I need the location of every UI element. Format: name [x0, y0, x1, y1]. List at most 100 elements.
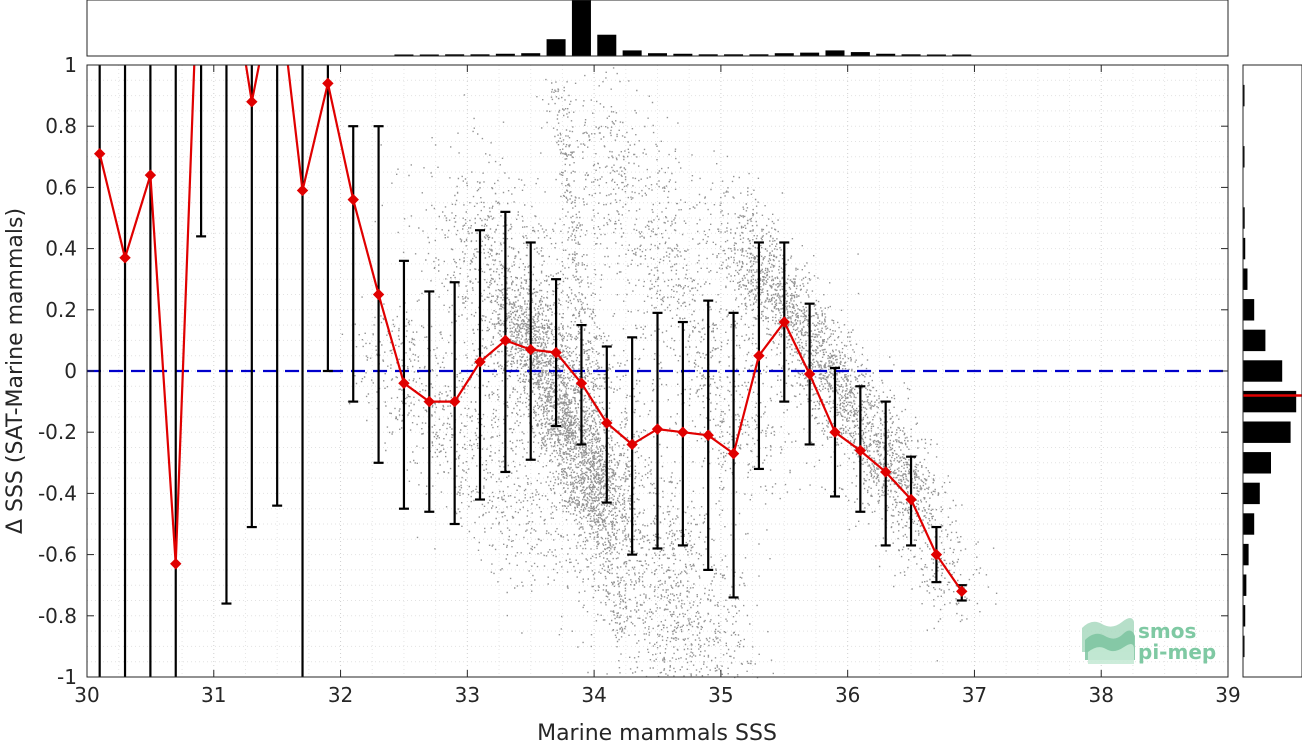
right-histogram-bar [1243, 84, 1245, 107]
top-histogram-bar [850, 52, 870, 56]
mean-marker [423, 395, 436, 408]
top-histogram-bar [876, 53, 896, 56]
mean-marker [753, 349, 765, 362]
right-histogram-bar [1243, 207, 1245, 229]
top-histogram-bar [521, 53, 541, 56]
mean-marker [905, 493, 917, 506]
top-histogram-bar [394, 54, 414, 56]
top-histogram-bar [470, 54, 490, 56]
top-histogram-bar [622, 50, 642, 56]
y-tick-label: 0 [64, 359, 77, 383]
y-axis-ticks: -1 -0.8 -0.6 -0.4 -0.2 0 0.2 0.4 0.6 0.8 1 [38, 53, 1228, 689]
mean-marker [727, 447, 740, 460]
right-histogram [1242, 64, 1302, 678]
top-histogram-bar [495, 53, 515, 56]
y-tick-label: 0.2 [45, 298, 77, 322]
right-histogram-bar [1243, 390, 1297, 413]
mean-marker [119, 252, 131, 264]
logo-pimep-text: pi-mep [1138, 640, 1216, 664]
top-histogram-bar [724, 54, 744, 56]
mean-marker [170, 558, 182, 570]
top-histogram-bar [825, 50, 845, 56]
smos-pimep-logo: smos pi-mep [1082, 618, 1216, 664]
right-histogram-bar [1243, 635, 1245, 658]
right-histogram-bar [1243, 146, 1245, 168]
x-tick-label: 30 [74, 683, 99, 707]
mean-marker [626, 438, 638, 451]
x-tick-label: 33 [455, 683, 480, 707]
top-histogram-bar [445, 54, 465, 56]
mean-marker [347, 193, 359, 206]
top-histogram-bar [774, 53, 794, 56]
mean-marker [930, 548, 943, 561]
mean-marker [550, 346, 562, 359]
logo-waves-icon [1082, 618, 1135, 664]
mean-marker [677, 426, 689, 438]
mean-marker [956, 585, 968, 598]
top-histogram-bar [673, 53, 693, 56]
top-histogram-bar [571, 0, 591, 56]
y-tick-label: -0.4 [38, 481, 77, 505]
mean-marker [879, 466, 892, 478]
x-tick-label: 31 [201, 683, 226, 707]
y-tick-label: 0.6 [45, 175, 77, 199]
x-tick-label: 39 [1215, 683, 1240, 707]
mean-marker [829, 426, 841, 438]
y-tick-label: -0.2 [38, 420, 77, 444]
mean-marker [778, 316, 790, 328]
top-histogram-bar [926, 54, 946, 56]
right-histogram-bar [1243, 360, 1283, 382]
right-histogram-bar [1243, 421, 1291, 443]
right-histogram-bar [1243, 268, 1248, 290]
y-tick-label: -0.8 [38, 604, 77, 628]
logo-smos-text: smos [1138, 619, 1196, 643]
mean-marker [296, 184, 309, 197]
top-histogram-bar [597, 34, 617, 56]
x-tick-label: 38 [1088, 683, 1113, 707]
top-histogram-frame [86, 0, 1229, 57]
mean-marker [93, 148, 106, 160]
right-histogram-bar [1243, 605, 1246, 627]
x-tick-label: 32 [328, 683, 353, 707]
x-tick-label: 37 [962, 683, 987, 707]
y-tick-label: -1 [57, 665, 77, 689]
right-histogram-bar [1243, 574, 1247, 596]
x-tick-label: 35 [708, 683, 733, 707]
top-histogram-bar [546, 39, 566, 56]
y-tick-label: 0.8 [45, 114, 77, 138]
top-histogram-bar [749, 54, 769, 56]
mean-marker [854, 444, 867, 457]
x-tick-label: 36 [835, 683, 860, 707]
top-histogram-bar [647, 53, 668, 56]
mean-line [93, 65, 968, 598]
top-histogram-bar [800, 52, 820, 56]
mean-marker [575, 377, 588, 389]
right-histogram-bar [1243, 329, 1266, 352]
top-histogram-bar [419, 54, 439, 56]
x-axis-ticks: 30 31 32 33 34 35 36 37 38 39 [74, 65, 1241, 707]
mean-marker [601, 417, 613, 429]
mean-marker [398, 377, 410, 389]
mean-marker [144, 169, 157, 181]
mean-series [93, 65, 968, 598]
mean-marker [803, 368, 816, 380]
mean-marker [246, 96, 258, 108]
y-tick-label: 1 [64, 53, 77, 77]
top-histogram [86, 0, 1229, 57]
x-axis-label: Marine mammals SSS [537, 721, 777, 742]
right-histogram-bar [1243, 299, 1255, 321]
right-histogram-bar [1243, 513, 1255, 535]
mean-marker [474, 356, 486, 368]
right-histogram-bar [1243, 543, 1249, 566]
right-histogram-bar [1243, 452, 1271, 474]
right-histogram-bar [1243, 237, 1246, 260]
mean-marker [448, 395, 461, 408]
top-histogram-bar [952, 54, 972, 56]
mean-marker [372, 288, 385, 301]
top-histogram-bar [698, 54, 718, 56]
y-tick-label: 0.4 [45, 237, 77, 261]
y-tick-label: -0.6 [38, 543, 77, 567]
x-tick-label: 34 [581, 683, 606, 707]
top-histogram-bar [901, 54, 921, 56]
